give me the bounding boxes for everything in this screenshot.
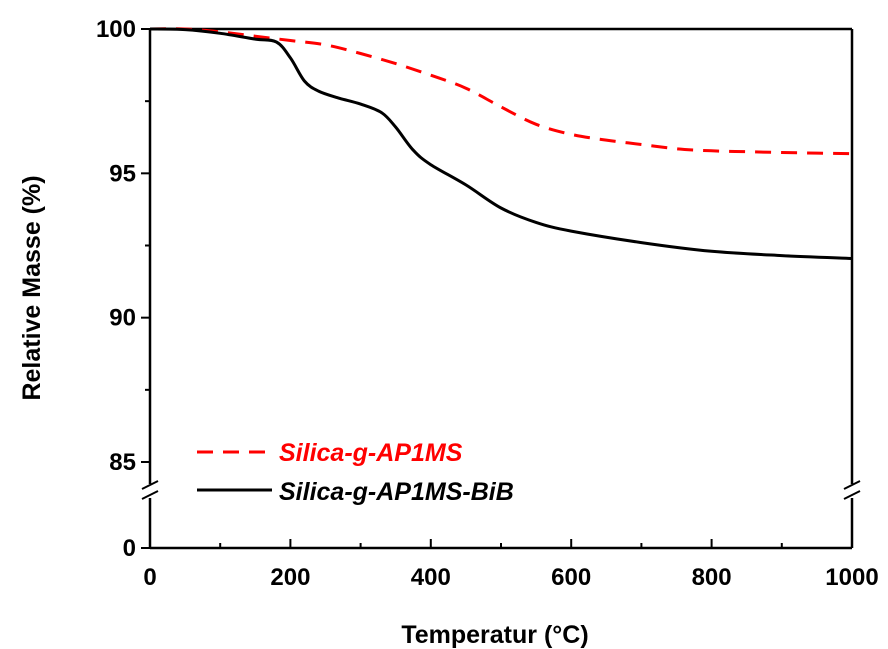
x-tick-label: 200 <box>270 564 310 591</box>
y-tick-label: 95 <box>109 160 136 187</box>
x-tick-label: 400 <box>411 564 451 591</box>
y-tick-label: 100 <box>96 16 136 43</box>
series-line-silica-g-ap1ms-bib <box>149 27 853 260</box>
y-tick-label: 0 <box>123 535 136 562</box>
x-tick-label: 800 <box>692 564 732 591</box>
legend-label-silica-g-ap1ms: Silica-g-AP1MS <box>279 439 463 467</box>
legend: Silica-g-AP1MS Silica-g-AP1MS-BiB <box>197 439 514 506</box>
x-tick-label: 0 <box>143 564 156 591</box>
series-layer <box>149 27 853 260</box>
axis-break-mark <box>141 490 159 500</box>
y-tick-label: 90 <box>109 305 136 332</box>
plot-frame <box>141 27 861 550</box>
x-tick-label: 1000 <box>825 564 878 591</box>
legend-label-silica-g-ap1ms-bib: Silica-g-AP1MS-BiB <box>279 478 514 506</box>
x-axis-title: Temperatur (°C) <box>401 621 588 649</box>
axis-break-mark <box>843 490 861 500</box>
x-tick-label: 600 <box>551 564 591 591</box>
y-tick-label: 85 <box>109 449 136 476</box>
axis-break-mark <box>843 480 861 490</box>
series-line-silica-g-ap1ms <box>149 27 853 156</box>
axis-break-mark <box>141 480 159 490</box>
y-axis-title: Relative Masse (%) <box>18 175 46 400</box>
